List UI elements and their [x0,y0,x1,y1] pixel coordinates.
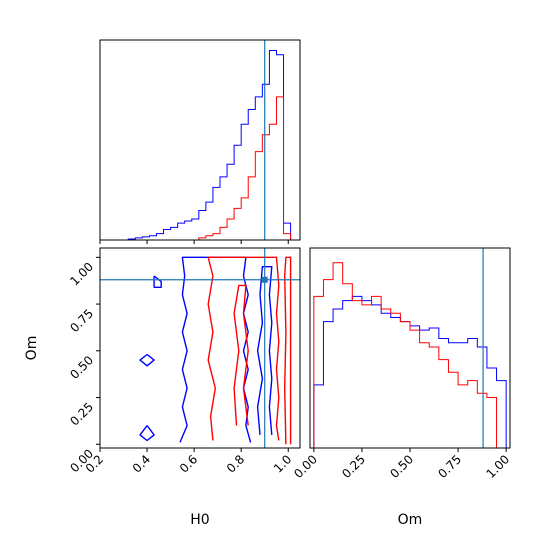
y-axis-label-om: Om [24,336,40,361]
joint-contours [100,248,300,448]
x-tick-label: 0.8 [224,452,247,475]
joint-panel: 0.2 0.4 0.6 0.8 1.00.000.250.500.751.00 H0 O… [24,247,301,528]
blue-om-histogram [313,295,507,448]
red-om-histogram [313,262,507,449]
blue-contour [139,425,155,442]
blue-contour [139,353,155,367]
om-x-tick-label: 0.75 [435,452,464,481]
om-marginal-panel: 0.00 0.25 0.50 0.75 1.00 Om [291,247,512,528]
blue-contour [153,275,162,288]
red-contour [284,256,292,445]
y-tick-label: 0.50 [67,353,96,382]
blue-contour [256,266,273,435]
y-tick-label: 0.25 [67,400,96,429]
om-marginal-histograms [313,248,507,449]
h0-marginal-histograms [100,40,292,241]
x-tick-label: 0.6 [177,452,200,475]
x-axis-label-om: Om [398,512,423,528]
blue-h0-histogram [100,50,292,241]
red-contour [207,256,280,441]
truth-marker [261,276,268,283]
y-tick-label: 1.00 [67,260,96,289]
om-x-tick-label: 0.25 [339,452,368,481]
h0-marginal-panel [99,39,301,244]
om-marginal-ticks: 0.00 0.25 0.50 0.75 1.00 [291,448,512,481]
joint-frame [99,247,301,449]
h0-marginal-frame [99,39,301,241]
x-axis-label-h0: H0 [190,512,209,528]
om-x-tick-label: 1.00 [483,452,512,481]
om-marginal-frame [309,247,511,449]
y-tick-label: 0.75 [67,306,96,335]
x-tick-label: 0.4 [130,452,153,475]
h0-marginal-ticks [99,240,289,244]
om-x-tick-label: 0.00 [291,452,320,481]
om-x-tick-label: 0.50 [387,452,416,481]
red-contour [233,284,249,426]
